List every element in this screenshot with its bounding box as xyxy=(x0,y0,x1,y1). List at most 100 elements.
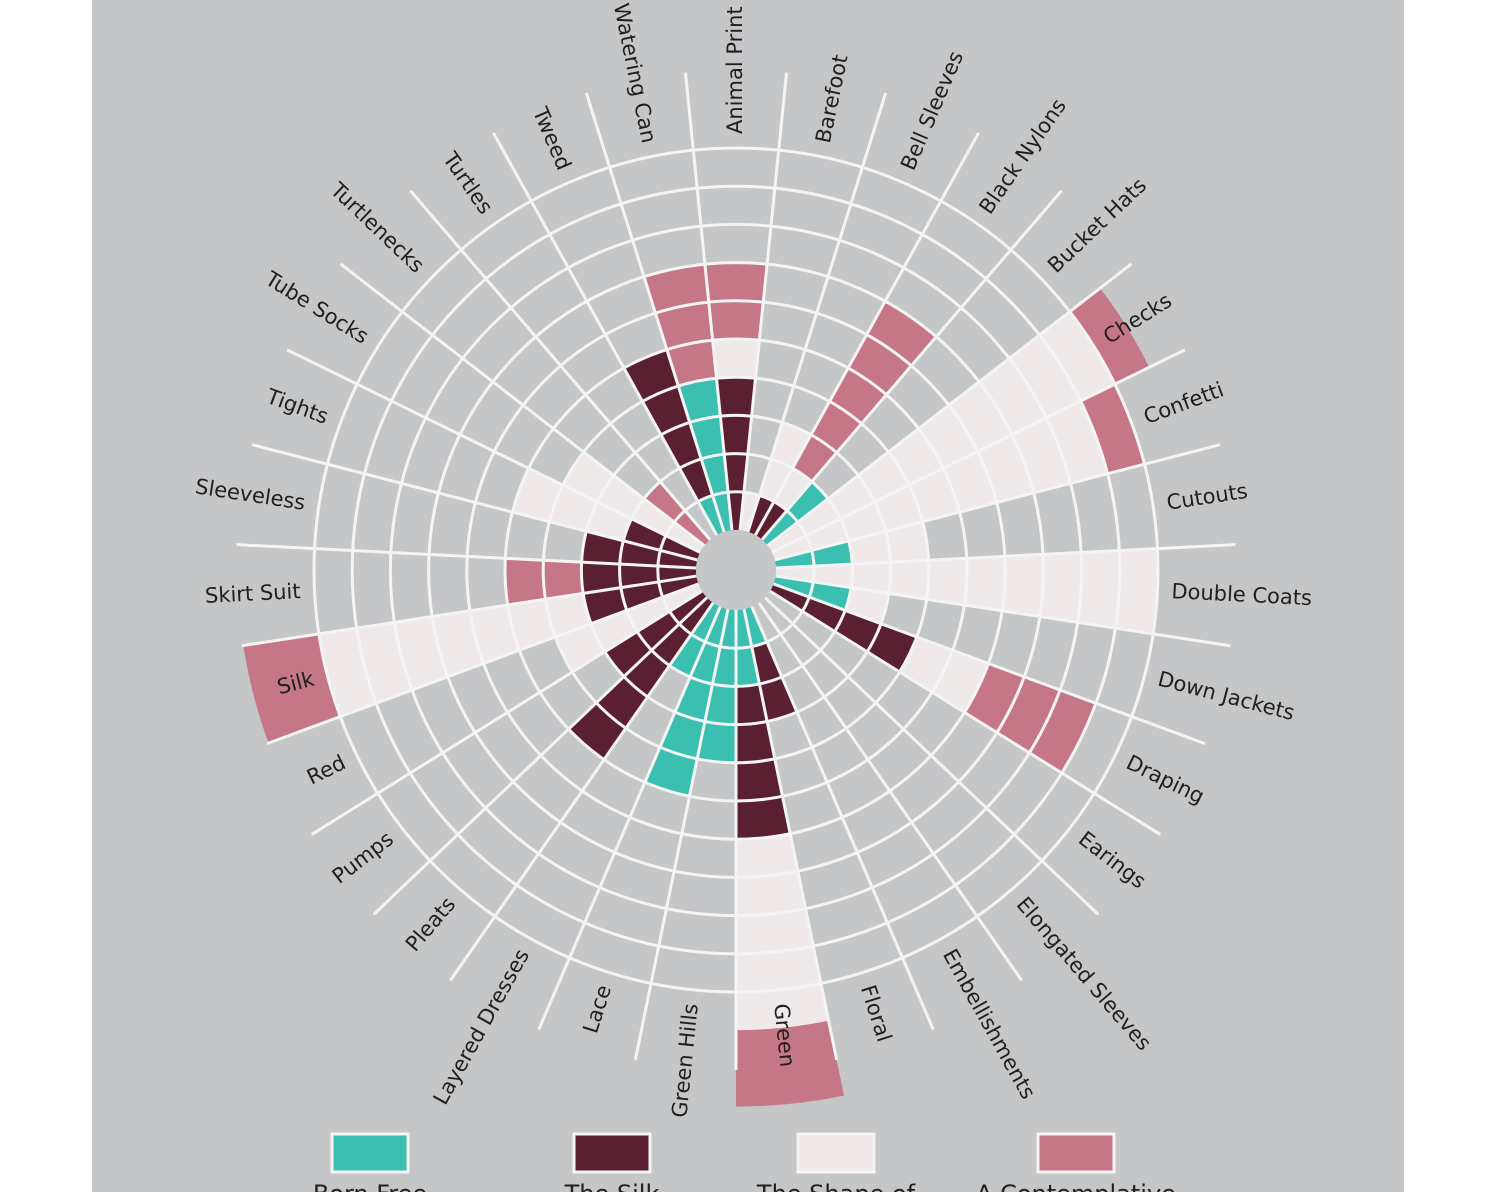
category-label-tweed: Tweed xyxy=(528,103,576,174)
category-label-animal-print: Animal Print xyxy=(723,6,747,134)
grid-spoke xyxy=(738,72,789,531)
legend-swatch-born-free xyxy=(330,1132,410,1174)
bar-down-jackets-born-free xyxy=(773,576,852,611)
grid-spoke xyxy=(372,596,709,916)
grid-spoke xyxy=(757,601,1023,982)
bar-green-the-shape-of xyxy=(736,833,829,1031)
grid-spoke xyxy=(754,132,980,536)
category-label-sleeveless: Sleeveless xyxy=(194,474,307,515)
grid-spoke xyxy=(339,262,706,547)
bar-checks-the-shape-of xyxy=(767,311,1115,553)
legend: Born Free The Silk The Shape of A Contempla… xyxy=(313,1132,1176,1192)
grid-spoke xyxy=(266,582,700,746)
grid-spoke xyxy=(760,189,1063,541)
bar-green-a-contemplative xyxy=(736,1020,845,1107)
legend-swatch-the-shape-of xyxy=(796,1132,876,1174)
category-label-red: Red xyxy=(303,750,349,789)
grid-spoke xyxy=(750,606,935,1031)
category-label-pumps: Pumps xyxy=(328,827,398,889)
category-label-pleats: Pleats xyxy=(401,892,461,956)
category-label-double-coats: Double Coats xyxy=(1171,579,1313,610)
bar-silk-the-silk xyxy=(583,576,699,624)
bar-tweed-born-free xyxy=(698,495,725,536)
category-label-skirt-suit: Skirt Suit xyxy=(204,579,301,608)
legend-label-the-shape-of: The Shape of xyxy=(756,1180,916,1192)
category-label-floral: Floral xyxy=(856,982,896,1045)
bar-black-nylons-the-silk xyxy=(755,501,787,540)
bar-turtlenecks-a-contemplative xyxy=(643,481,710,546)
bar-tights-the-silk xyxy=(623,518,701,560)
grid-spoke xyxy=(409,189,712,541)
category-label-tights: Tights xyxy=(263,384,332,429)
category-label-bucket-hats: Bucket Hats xyxy=(1043,173,1151,277)
bar-sleeveless-the-silk xyxy=(581,531,698,568)
grid-spoke xyxy=(742,608,839,1061)
legend-swatch-the-silk xyxy=(572,1132,652,1174)
bar-bell-sleeves-the-silk xyxy=(747,495,774,536)
category-label-tube-socks: Tube Socks xyxy=(260,266,373,349)
grid-spoke xyxy=(774,443,1221,562)
grid-spoke xyxy=(633,608,730,1061)
category-label-elongated-sleeves: Elongated Sleeves xyxy=(1012,892,1157,1055)
bar-silk-a-contemplative xyxy=(243,633,341,744)
category-label-draping: Draping xyxy=(1123,750,1209,808)
radial-chart: Animal Print Barefoot Bell Sleeves Black Ny… xyxy=(194,1,1313,1192)
bar-draping-a-contemplative xyxy=(964,663,1096,774)
bar-tights-the-shape-of xyxy=(512,468,632,541)
grid-spoke xyxy=(310,589,703,836)
category-label-bell-sleeves: Bell Sleeves xyxy=(896,48,968,174)
category-label-turtles: Turtles xyxy=(438,147,498,219)
bar-black-nylons-a-contemplative xyxy=(792,301,937,482)
category-label-lace: Lace xyxy=(578,982,616,1036)
grid-spoke xyxy=(492,132,718,536)
category-label-layered-dresses: Layered Dresses xyxy=(429,945,534,1109)
category-label-watering-can: Watering Can xyxy=(609,1,661,145)
legend-label-a-contemplative: A Contemplative xyxy=(976,1180,1176,1192)
grid-spoke xyxy=(241,574,697,648)
bar-pumps-the-silk xyxy=(604,591,708,677)
bar-confetti-a-contemplative xyxy=(1080,384,1145,474)
grid-spoke xyxy=(763,596,1100,916)
grid-spoke xyxy=(584,92,726,533)
bar-barefoot-the-shape-of xyxy=(740,492,760,532)
grid-spoke xyxy=(746,92,888,533)
grid-spoke xyxy=(286,348,701,554)
bar-animal-print-the-shape-of xyxy=(712,339,760,379)
grid-spoke xyxy=(772,582,1206,746)
category-label-down-jackets: Down Jackets xyxy=(1155,667,1297,725)
bar-bucket-hats-born-free xyxy=(762,481,829,546)
bar-pleats-the-silk xyxy=(568,597,714,760)
grid-spoke xyxy=(683,72,734,531)
grid-spoke xyxy=(771,348,1186,554)
center-hub xyxy=(696,530,776,610)
category-label-black-nylons: Black Nylons xyxy=(974,94,1071,218)
grid-spoke xyxy=(251,443,698,562)
bars-layer xyxy=(243,262,1158,1107)
category-label-barefoot: Barefoot xyxy=(811,52,853,145)
bar-skirt-suit-the-silk xyxy=(581,562,697,594)
bar-black-nylons-the-shape-of xyxy=(773,468,812,511)
grid-spoke xyxy=(775,574,1231,648)
grid-spoke xyxy=(449,601,715,982)
category-label-confetti: Confetti xyxy=(1140,377,1227,428)
bar-confetti-the-shape-of xyxy=(771,400,1108,560)
bar-checks-a-contemplative xyxy=(1069,288,1150,385)
grid-spoke xyxy=(766,262,1133,547)
category-label-green-hills: Green Hills xyxy=(667,1002,702,1118)
grid-spoke xyxy=(775,543,1236,570)
bar-bell-sleeves-the-shape-of xyxy=(759,422,812,502)
legend-swatch-a-contemplative xyxy=(1036,1132,1116,1174)
category-label-earings: Earings xyxy=(1074,827,1151,894)
category-label-embellishments: Embellishments xyxy=(938,945,1040,1103)
legend-label-the-silk: The Silk xyxy=(564,1180,660,1192)
bar-layered-dresses-born-free xyxy=(669,602,721,677)
grid-layer xyxy=(236,72,1236,1070)
legend-label-born-free: Born Free xyxy=(313,1180,427,1192)
category-label-cutouts: Cutouts xyxy=(1165,479,1249,515)
bar-down-jackets-the-shape-of xyxy=(845,587,889,624)
grid-spoke xyxy=(769,589,1162,836)
chart-panel: Animal Print Barefoot Bell Sleeves Black Ny… xyxy=(92,0,1404,1192)
grid-spoke xyxy=(537,606,722,1031)
grid-spoke xyxy=(236,543,697,570)
bar-watering-can-a-contemplative xyxy=(643,264,717,387)
